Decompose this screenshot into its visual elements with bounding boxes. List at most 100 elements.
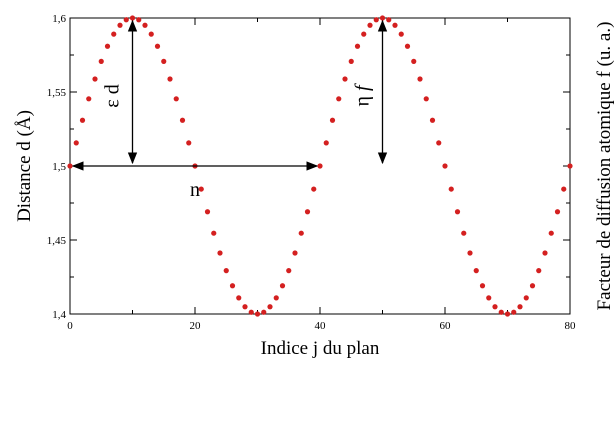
data-point [411,58,417,64]
data-point [548,230,554,236]
data-point [267,304,273,310]
n-label: n [190,179,200,201]
data-point [298,230,304,236]
data-point [92,76,98,82]
data-point [142,22,148,28]
data-point [504,311,511,317]
data-point [511,309,517,315]
data-point [136,17,142,23]
data-point [79,117,86,123]
data-point [236,295,242,301]
data-point [404,43,411,49]
y-tick-label: 1,6 [52,13,66,25]
data-point [523,295,529,301]
data-point [373,17,379,23]
data-point [423,96,429,102]
data-point [398,31,404,37]
data-point [479,283,486,289]
data-point [461,230,467,236]
data-point [117,22,123,28]
data-point [529,283,536,289]
data-point [536,268,542,274]
data-point [198,186,204,192]
data-point [129,15,136,21]
data-point [417,76,423,82]
data-point [329,117,336,123]
data-point [323,140,329,146]
data-point [123,17,129,23]
y-tick-label: 1,4 [52,309,66,321]
data-point [254,311,261,317]
data-point [436,140,442,146]
annotations: ε d η f n [71,19,388,201]
data-point [167,76,173,82]
eta-f-label: η f [352,83,374,106]
data-point [261,309,267,315]
data-point [98,58,104,64]
data-point [154,43,161,49]
data-point [229,283,236,289]
data-point [223,268,229,274]
y-tick-label: 1,5 [52,161,66,173]
data-point [217,250,223,256]
data-point [161,58,167,64]
epsilon-d-label: ε d [102,84,124,107]
data-point [292,250,298,256]
data-point [448,186,454,192]
data-point [73,140,79,146]
data-point [104,43,111,49]
y-tick-label: 1,45 [47,235,67,247]
y-axis-ticks: 1,4 1,45 1,5 1,55 1,6 [47,13,570,321]
data-point [454,209,461,215]
x-tick-label: 0 [67,320,73,332]
data-point [86,96,92,102]
x-tick-label: 40 [315,320,327,332]
data-point [567,163,573,169]
x-axis-title: Indice j du plan [261,338,380,359]
data-point [242,304,248,310]
data-point [179,117,186,123]
data-point [173,96,179,102]
data-point [354,43,361,49]
data-point [311,186,317,192]
data-point [111,31,117,37]
data-point [492,304,498,310]
data-point [211,230,217,236]
data-point [392,22,398,28]
x-tick-label: 80 [565,320,577,332]
data-point [304,209,311,215]
x-axis-ticks: 0 20 40 60 80 [67,18,576,332]
data-point [186,140,192,146]
data-point [442,163,448,169]
x-tick-label: 60 [440,320,452,332]
y-axis-title: Distance d (Å) [14,110,35,222]
data-point [473,268,479,274]
eta-f-italic: f [352,83,374,91]
y2-axis-title: Facteur de diffusion atomique f (u. a.) [594,22,615,311]
data-point [286,268,292,274]
data-point [342,76,348,82]
data-point [517,304,523,310]
data-point [148,31,154,37]
data-point [348,58,354,64]
data-points [67,15,573,317]
data-point [204,209,211,215]
data-point [317,163,323,169]
data-point [336,96,342,102]
data-point [554,209,561,215]
data-point [279,283,286,289]
data-point [561,186,567,192]
data-point [367,22,373,28]
data-point [429,117,436,123]
data-point [273,295,279,301]
data-point [467,250,473,256]
data-point [361,31,367,37]
x-tick-label: 20 [190,320,202,332]
data-point [542,250,548,256]
data-point [379,15,386,21]
data-point [498,309,504,315]
data-point [248,309,254,315]
data-point [386,17,392,23]
data-point [486,295,492,301]
